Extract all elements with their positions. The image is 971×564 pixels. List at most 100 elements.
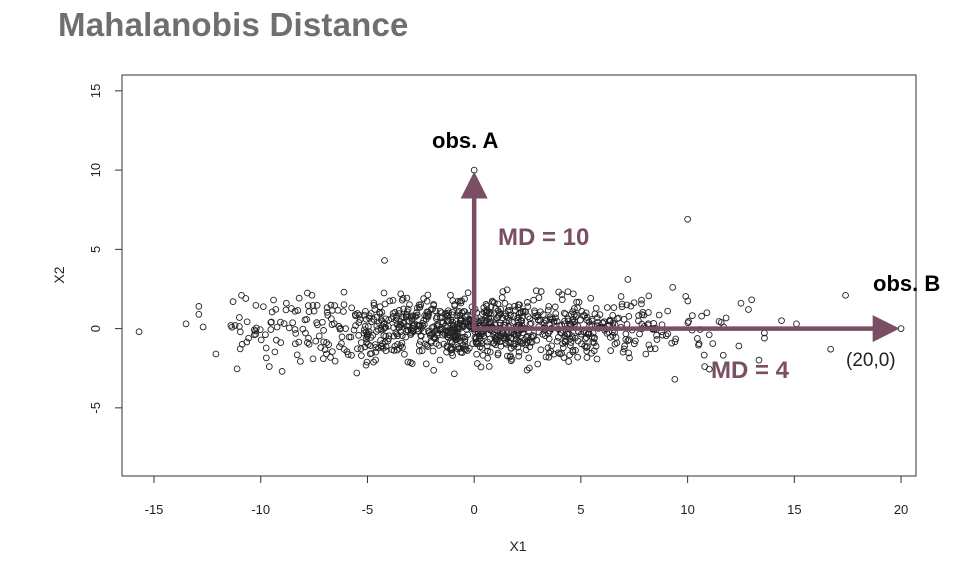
data-point	[534, 360, 542, 368]
data-point	[443, 312, 451, 320]
data-point	[320, 338, 328, 346]
data-point	[447, 316, 454, 324]
data-point	[645, 341, 653, 349]
data-point	[356, 311, 363, 319]
data-point	[285, 324, 293, 332]
data-point	[494, 349, 502, 357]
data-point	[487, 318, 495, 326]
data-point	[554, 349, 562, 357]
y-tick-label: 15	[88, 84, 103, 98]
data-point	[277, 318, 284, 326]
data-point	[485, 363, 493, 370]
data-point	[498, 294, 506, 301]
data-point	[630, 340, 638, 348]
data-point	[827, 345, 834, 353]
data-point	[293, 351, 301, 359]
data-point	[277, 339, 285, 346]
x-tick-label: 20	[894, 502, 908, 517]
data-point	[842, 291, 849, 299]
data-point	[524, 313, 532, 321]
data-point	[363, 335, 370, 342]
data-point	[262, 354, 270, 362]
data-point	[447, 337, 454, 345]
data-point	[182, 320, 190, 328]
obs-b-coord-label: (20,0)	[846, 350, 896, 371]
data-point	[323, 339, 330, 346]
data-point	[581, 335, 589, 343]
data-point	[705, 331, 713, 339]
data-point	[638, 300, 645, 308]
data-point	[347, 333, 355, 341]
data-point	[569, 290, 577, 298]
data-point	[669, 284, 677, 291]
data-point	[440, 340, 448, 348]
data-point	[609, 319, 617, 327]
data-point	[280, 320, 288, 327]
data-point	[199, 323, 207, 331]
data-point	[565, 358, 572, 365]
data-point	[407, 326, 415, 334]
data-point	[398, 296, 406, 304]
data-point	[523, 299, 531, 306]
data-point	[292, 330, 300, 337]
data-point	[414, 304, 421, 312]
data-point	[505, 338, 513, 346]
data-point	[407, 359, 414, 366]
data-point	[501, 300, 509, 307]
data-point	[539, 330, 547, 338]
data-point	[506, 306, 513, 314]
data-point	[613, 339, 621, 347]
x-axis: -15 -10 -5 0 5 10 15 20	[145, 476, 908, 517]
data-point	[345, 333, 353, 341]
data-point	[243, 318, 251, 326]
data-point	[528, 333, 535, 341]
data-point	[464, 289, 472, 297]
data-point	[389, 310, 397, 317]
data-point	[235, 323, 243, 330]
data-point	[519, 339, 526, 347]
data-point	[541, 319, 548, 327]
data-point	[565, 330, 573, 338]
data-point	[370, 301, 378, 309]
data-point	[427, 337, 435, 345]
data-point	[609, 311, 617, 319]
data-point	[315, 332, 323, 340]
data-point	[420, 295, 427, 303]
data-point	[231, 322, 239, 329]
obs-b-label: obs. B	[873, 271, 940, 296]
data-point	[389, 296, 397, 304]
data-point	[522, 341, 530, 349]
data-point	[444, 329, 451, 337]
data-point	[385, 316, 393, 324]
data-point	[297, 358, 304, 365]
data-point	[454, 345, 462, 353]
data-point	[456, 317, 464, 325]
data-point	[272, 306, 280, 313]
data-point	[305, 308, 313, 315]
data-point	[423, 341, 431, 349]
data-point	[408, 360, 416, 368]
data-point	[496, 309, 503, 316]
data-point	[260, 303, 267, 311]
data-point	[671, 338, 679, 346]
data-point	[460, 345, 468, 353]
data-point	[582, 309, 590, 317]
data-point	[458, 309, 466, 317]
data-point	[282, 306, 290, 314]
data-point	[482, 312, 490, 320]
data-point	[381, 324, 389, 331]
data-point	[238, 291, 245, 299]
data-point	[448, 349, 456, 357]
data-point	[476, 343, 484, 351]
data-point	[403, 308, 411, 316]
data-point	[572, 347, 579, 354]
data-point	[271, 348, 279, 356]
data-point	[362, 328, 370, 336]
data-point	[662, 332, 670, 339]
data-point	[594, 318, 601, 326]
data-point	[502, 339, 509, 347]
data-point	[526, 364, 533, 372]
data-point	[435, 341, 443, 349]
data-point	[270, 296, 277, 304]
data-point	[620, 345, 628, 353]
